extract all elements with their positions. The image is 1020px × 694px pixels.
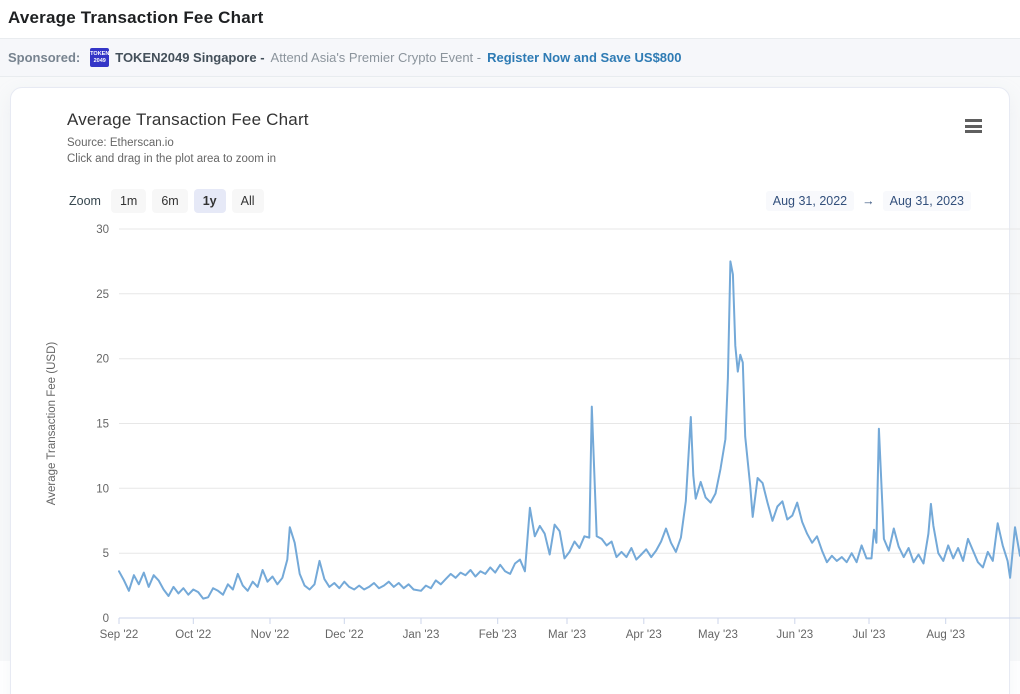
svg-text:Jan '23: Jan '23	[403, 629, 440, 641]
zoom-button-1y[interactable]: 1y	[193, 189, 226, 214]
chart-title: Average Transaction Fee Chart	[67, 110, 309, 129]
svg-text:Mar '23: Mar '23	[548, 629, 586, 641]
date-range-arrow: →	[862, 194, 875, 209]
range-selector: Zoom 1m 6m 1y All Aug 31, 2022 → Aug 31,…	[35, 189, 985, 214]
svg-text:0: 0	[103, 613, 109, 625]
svg-text:30: 30	[96, 224, 109, 236]
svg-text:Sep '22: Sep '22	[100, 629, 139, 641]
svg-text:Aug '23: Aug '23	[926, 629, 965, 641]
token2049-logo-icon[interactable]: TOKEN 2049	[90, 48, 109, 67]
sponsored-banner: Sponsored: TOKEN 2049 TOKEN2049 Singapor…	[0, 39, 1020, 77]
svg-text:15: 15	[96, 419, 109, 431]
chart-source: Source: Etherscan.io	[67, 137, 174, 149]
sponsored-label: Sponsored:	[8, 50, 81, 65]
svg-text:25: 25	[96, 289, 109, 301]
page-header: Average Transaction Fee Chart	[0, 0, 1020, 39]
chart-subtitle: Source: Etherscan.io Click and drag in t…	[35, 136, 985, 167]
page-title: Average Transaction Fee Chart	[8, 8, 264, 27]
chart-context-menu-button[interactable]	[961, 116, 985, 136]
fee-chart-svg[interactable]: 0 5 10 15 20 25 30 Sep '22 Oct '22 Nov '22 Dec '22…	[35, 217, 1020, 647]
main-content: Average Transaction Fee Chart Source: Et…	[0, 77, 1020, 694]
svg-text:20: 20	[96, 354, 109, 366]
zoom-button-all[interactable]: All	[231, 189, 264, 214]
svg-text:10: 10	[96, 483, 109, 495]
svg-text:Dec '22: Dec '22	[325, 629, 364, 641]
sponsor-register-link[interactable]: Register Now and Save US$800	[487, 50, 682, 65]
svg-text:Jul '23: Jul '23	[853, 629, 886, 641]
zoom-button-group: Zoom 1m 6m 1y All	[69, 189, 264, 214]
svg-text:Oct '22: Oct '22	[175, 629, 211, 641]
sponsor-name-link[interactable]: TOKEN2049 Singapore -	[115, 50, 265, 65]
svg-text:Apr '23: Apr '23	[626, 629, 662, 641]
zoom-button-6m[interactable]: 6m	[152, 189, 188, 214]
svg-text:Nov '22: Nov '22	[251, 629, 290, 641]
date-range-inputs: Aug 31, 2022 → Aug 31, 2023	[765, 191, 971, 212]
svg-text:Jun '23: Jun '23	[776, 629, 813, 641]
date-to-input[interactable]: Aug 31, 2023	[882, 191, 971, 212]
svg-text:Feb '23: Feb '23	[479, 629, 517, 641]
hamburger-menu-icon	[964, 119, 982, 122]
sponsor-description: Attend Asia's Premier Crypto Event -	[270, 50, 482, 65]
svg-text:5: 5	[103, 548, 109, 560]
zoom-label: Zoom	[69, 194, 101, 209]
svg-text:Average Transaction Fee (USD): Average Transaction Fee (USD)	[46, 342, 58, 506]
zoom-button-1m[interactable]: 1m	[110, 189, 147, 214]
chart-card: Average Transaction Fee Chart Source: Et…	[10, 87, 1020, 694]
date-from-input[interactable]: Aug 31, 2022	[765, 191, 855, 212]
chart-plot-area[interactable]: 0 5 10 15 20 25 30 Sep '22 Oct '22 Nov '22 Dec '22…	[35, 217, 1020, 652]
chart-zoom-hint: Click and drag in the plot area to zoom …	[67, 152, 277, 165]
svg-text:May '23: May '23	[698, 629, 738, 641]
